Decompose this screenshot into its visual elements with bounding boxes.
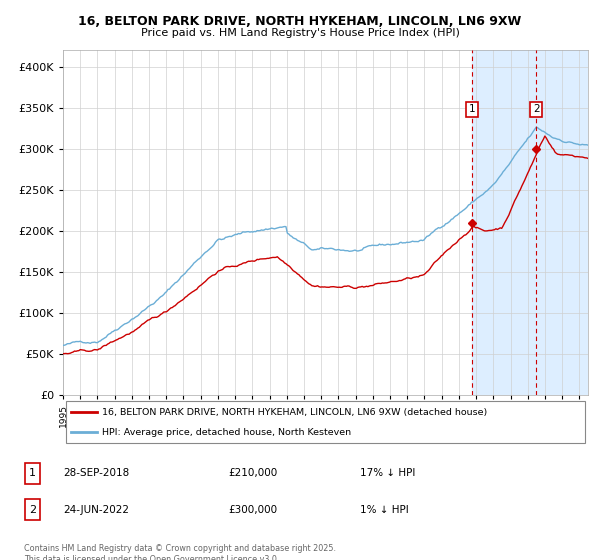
Text: Price paid vs. HM Land Registry's House Price Index (HPI): Price paid vs. HM Land Registry's House … (140, 28, 460, 38)
FancyBboxPatch shape (25, 499, 40, 520)
FancyBboxPatch shape (65, 401, 586, 444)
Text: 28-SEP-2018: 28-SEP-2018 (63, 468, 129, 478)
Text: 16, BELTON PARK DRIVE, NORTH HYKEHAM, LINCOLN, LN6 9XW: 16, BELTON PARK DRIVE, NORTH HYKEHAM, LI… (79, 15, 521, 28)
Text: 1: 1 (29, 468, 36, 478)
Text: 2: 2 (533, 105, 539, 114)
FancyBboxPatch shape (25, 463, 40, 484)
Text: 2: 2 (29, 505, 36, 515)
Text: 1% ↓ HPI: 1% ↓ HPI (360, 505, 409, 515)
Text: £210,000: £210,000 (228, 468, 277, 478)
Text: HPI: Average price, detached house, North Kesteven: HPI: Average price, detached house, Nort… (103, 428, 352, 437)
Text: 16, BELTON PARK DRIVE, NORTH HYKEHAM, LINCOLN, LN6 9XW (detached house): 16, BELTON PARK DRIVE, NORTH HYKEHAM, LI… (103, 408, 488, 417)
Text: 17% ↓ HPI: 17% ↓ HPI (360, 468, 415, 478)
Bar (472, 50, 600, 395)
Text: Contains HM Land Registry data © Crown copyright and database right 2025.
This d: Contains HM Land Registry data © Crown c… (24, 544, 336, 560)
Text: £300,000: £300,000 (228, 505, 277, 515)
Text: 1: 1 (469, 105, 475, 114)
Text: 24-JUN-2022: 24-JUN-2022 (63, 505, 129, 515)
